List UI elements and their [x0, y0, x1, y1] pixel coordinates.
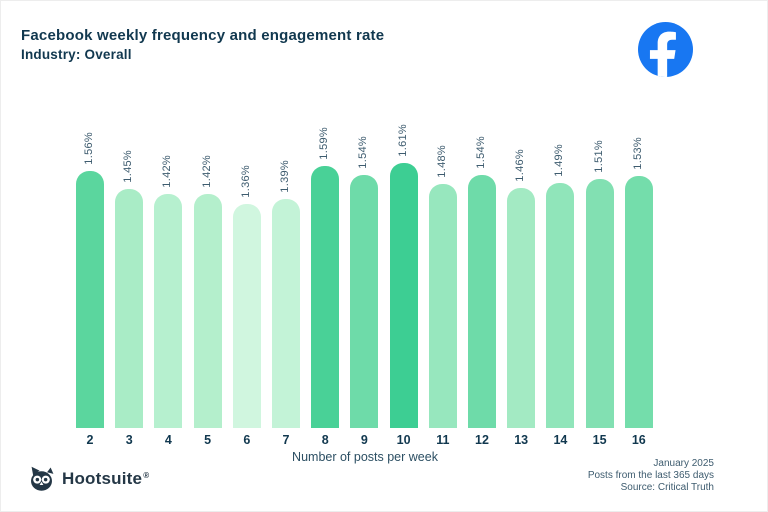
- x-axis-tick-label: 5: [204, 433, 212, 447]
- bar: [232, 204, 261, 428]
- bar: [428, 184, 457, 428]
- bar: [624, 176, 653, 428]
- hootsuite-logo: Hootsuite®: [28, 466, 149, 492]
- bar: [154, 194, 183, 428]
- bar-value-label: 1.54%: [475, 136, 487, 169]
- bar: [350, 175, 379, 428]
- registered-trademark: ®: [143, 470, 150, 480]
- source-notes: January 2025 Posts from the last 365 day…: [588, 458, 714, 494]
- hootsuite-wordmark: Hootsuite: [62, 469, 143, 488]
- note-source: Source: Critical Truth: [620, 482, 714, 493]
- bar-value-label: 1.46%: [514, 149, 527, 182]
- bar-value-label: 1.45%: [122, 150, 135, 183]
- bar: [272, 199, 300, 428]
- x-axis-tick-label: 6: [243, 433, 251, 447]
- bar-value-label: 1.51%: [592, 140, 605, 173]
- x-axis-tick-label: 16: [631, 433, 646, 447]
- x-axis-tick-label: 12: [475, 433, 489, 447]
- bar-value-label: 1.49%: [553, 144, 566, 177]
- x-axis-tick-label: 11: [436, 433, 450, 447]
- bar: [585, 179, 614, 428]
- page-title: Facebook weekly frequency and engagement…: [21, 27, 385, 44]
- x-axis-tick-label: 13: [514, 433, 529, 447]
- page-subtitle: Industry: Overall: [21, 47, 132, 62]
- bar-value-label: 1.48%: [435, 145, 448, 178]
- x-axis-tick-label: 14: [553, 433, 568, 447]
- bar-value-label: 1.42%: [161, 155, 174, 188]
- x-axis-tick-label: 4: [164, 433, 172, 447]
- x-axis-tick-label: 9: [360, 433, 368, 447]
- bar: [193, 194, 222, 428]
- x-axis-tick-label: 15: [592, 433, 607, 447]
- x-axis-tick-label: 7: [282, 433, 290, 447]
- bar: [546, 183, 575, 428]
- x-axis-title: Number of posts per week: [292, 450, 438, 464]
- bar: [115, 189, 144, 428]
- bar-value-label: 1.56%: [83, 132, 95, 165]
- bar: [76, 171, 104, 428]
- hootsuite-owl-icon: [31, 466, 54, 491]
- note-range: Posts from the last 365 days: [587, 470, 714, 481]
- bar-value-label: 1.54%: [357, 136, 370, 169]
- bar: [389, 163, 418, 428]
- note-date: January 2025: [653, 458, 714, 469]
- bar: [468, 175, 496, 428]
- x-axis-tick-label: 8: [321, 433, 329, 447]
- bar: [507, 188, 536, 428]
- facebook-icon: [638, 22, 693, 77]
- bar: [311, 166, 340, 428]
- bar-value-label: 1.42%: [200, 155, 213, 188]
- bar-value-label: 1.59%: [318, 127, 331, 160]
- x-axis-tick-label: 2: [86, 433, 94, 447]
- bar-value-label: 1.61%: [396, 124, 409, 157]
- bar-value-label: 1.36%: [239, 165, 252, 198]
- x-axis-tick-label: 3: [125, 433, 133, 447]
- bar-value-label: 1.53%: [631, 137, 644, 170]
- x-axis-tick-label: 10: [396, 433, 411, 447]
- bar-value-label: 1.39%: [279, 160, 291, 193]
